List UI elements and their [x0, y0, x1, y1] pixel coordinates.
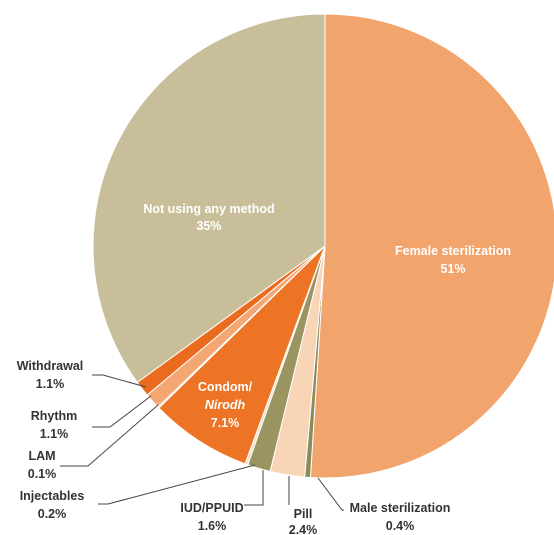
slice-label-withdrawal: Withdrawal — [17, 359, 84, 373]
slice-value-injectables: 0.2% — [38, 507, 67, 521]
slice-labels: Female sterilization 51% Male sterilizatio… — [17, 202, 511, 535]
slice-value-male-sterilization: 0.4% — [386, 519, 415, 533]
leader-line-withdrawal — [92, 374, 147, 388]
leader-line-rhythm — [92, 395, 152, 428]
leader-line-lam — [60, 404, 159, 467]
slice-label-iud-ppuid: IUD/PPUID — [180, 501, 243, 515]
leader-lines — [60, 374, 344, 511]
slice-value-lam: 0.1% — [28, 467, 57, 481]
slice-label-female-sterilization: Female sterilization — [395, 244, 511, 258]
slice-label-italic-condom: Nirodh — [205, 398, 246, 412]
slice-value-pill: 2.4% — [289, 523, 318, 535]
pie-slice-not-using-any-method — [92, 13, 326, 384]
slice-label-male-sterilization: Male sterilization — [350, 501, 451, 515]
slice-label-rhythm: Rhythm — [31, 409, 78, 423]
slice-value-rhythm: 1.1% — [40, 427, 69, 441]
slice-value-withdrawal: 1.1% — [36, 377, 65, 391]
slice-label-condom: Condom/ — [198, 380, 253, 394]
slice-value-not-using-any-method: 35% — [196, 219, 221, 233]
pie-slice-female-sterilization — [309, 13, 554, 479]
slice-label-injectables: Injectables — [20, 489, 85, 503]
slice-value-condom: 7.1% — [211, 416, 240, 430]
leader-line-iud-ppuid — [244, 470, 264, 506]
pie-slices — [92, 13, 554, 479]
slice-label-lam: LAM — [28, 449, 55, 463]
slice-label-pill: Pill — [294, 507, 313, 521]
leader-line-injectables — [98, 464, 256, 505]
leader-line-male-sterilization — [317, 477, 344, 511]
slice-value-iud-ppuid: 1.6% — [198, 519, 227, 533]
slice-value-female-sterilization: 51% — [440, 262, 465, 276]
slice-label-not-using-any-method: Not using any method — [143, 202, 274, 216]
pie-slice-condom — [158, 245, 326, 465]
